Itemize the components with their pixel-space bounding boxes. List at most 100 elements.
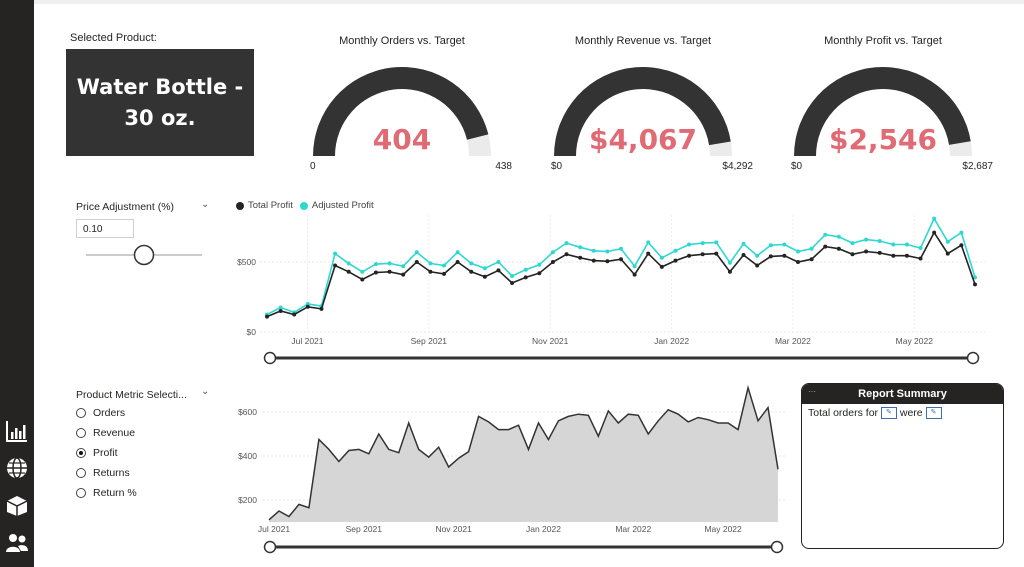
metric-option[interactable]: Returns	[76, 467, 130, 479]
data-point	[904, 253, 909, 258]
drag-handle[interactable]: ⋯	[808, 387, 817, 396]
x-tick-label: Jan 2022	[526, 524, 561, 534]
x-tick-label: Nov 2021	[532, 336, 569, 346]
data-point	[632, 264, 637, 269]
metric-option[interactable]: Revenue	[76, 427, 135, 439]
radio-button[interactable]	[76, 468, 86, 478]
report-text: Total orders for ✎ were ✎	[802, 404, 1003, 422]
metric-option[interactable]: Orders	[76, 407, 125, 419]
data-point	[387, 261, 392, 266]
data-point	[918, 246, 923, 250]
data-point	[455, 260, 460, 264]
data-point	[414, 260, 419, 264]
data-point	[646, 240, 651, 245]
data-point	[714, 251, 719, 256]
data-point	[605, 249, 610, 254]
x-tick-label: May 2022	[704, 524, 742, 534]
radio-button[interactable]	[76, 488, 86, 498]
legend-swatch	[236, 201, 244, 210]
data-point	[659, 264, 664, 269]
data-point	[823, 244, 828, 249]
data-point	[469, 261, 474, 266]
data-point	[850, 241, 855, 246]
top-divider	[34, 0, 1024, 4]
data-point	[387, 269, 392, 274]
data-point	[442, 263, 446, 268]
range-slider-handle-right[interactable]	[966, 351, 980, 365]
gauge-title: Monthly Orders vs. Target	[339, 35, 465, 47]
gauge-value: 404	[373, 123, 431, 156]
x-tick-label: Sep 2021	[411, 336, 448, 346]
chevron-down-icon[interactable]: ⌄	[201, 386, 210, 397]
series-line	[266, 231, 976, 318]
gauge-title: Monthly Profit vs. Target	[824, 35, 942, 47]
data-point	[877, 250, 882, 255]
data-point	[891, 253, 896, 258]
metric-option[interactable]: Profit	[76, 447, 118, 459]
data-point	[619, 246, 623, 251]
data-point	[864, 249, 869, 254]
data-point	[401, 272, 406, 277]
box-icon[interactable]	[4, 492, 30, 518]
range-slider-handle-right[interactable]	[770, 540, 784, 554]
data-point	[428, 269, 433, 274]
metric-option[interactable]: Return %	[76, 487, 137, 499]
data-point	[809, 257, 814, 262]
data-point	[305, 304, 310, 309]
legend-swatch	[299, 201, 308, 210]
data-point	[687, 242, 692, 247]
data-point	[482, 266, 487, 271]
data-point	[918, 256, 923, 261]
data-point	[714, 240, 719, 245]
price-adjustment-input[interactable]: 0.10	[76, 219, 134, 238]
metric-selection-title: Product Metric Selecti...	[76, 389, 187, 401]
x-tick-label: Jul 2021	[258, 524, 290, 534]
data-point	[346, 261, 351, 266]
data-point	[945, 239, 950, 244]
data-point	[768, 243, 773, 248]
price-slider[interactable]	[76, 244, 206, 266]
slider-handle[interactable]	[133, 244, 155, 266]
data-point	[455, 250, 460, 255]
placeholder-icon[interactable]: ✎	[925, 407, 942, 420]
product-name: Water Bottle - 30 oz.	[76, 74, 244, 130]
gauge-title: Monthly Revenue vs. Target	[574, 35, 712, 47]
data-point	[945, 251, 950, 256]
data-point	[564, 241, 569, 246]
report-summary-card: Report Summary ⋯ Total orders for ✎ were…	[801, 383, 1004, 549]
radio-button[interactable]	[76, 428, 86, 438]
data-point	[278, 305, 283, 310]
area-fill	[269, 387, 778, 522]
data-point	[510, 281, 515, 285]
data-point	[727, 260, 732, 265]
data-point	[292, 312, 297, 317]
data-point	[360, 277, 365, 282]
data-point	[700, 252, 705, 257]
radio-button[interactable]	[76, 408, 86, 418]
legend-total-profit: Total Profit	[248, 200, 293, 211]
range-slider-handle-left[interactable]	[263, 351, 277, 365]
metric-option-label: Orders	[93, 407, 126, 419]
data-point	[823, 232, 828, 237]
data-point	[523, 275, 528, 280]
gauge-max: 438	[495, 161, 512, 172]
range-slider-handle-left[interactable]	[263, 540, 277, 554]
data-point	[768, 254, 773, 259]
bar-chart-icon[interactable]	[4, 418, 30, 444]
data-point	[809, 246, 814, 251]
data-point	[877, 239, 882, 243]
gauge-value: $4,067	[589, 123, 697, 156]
data-point	[741, 241, 746, 246]
gauge: $4,067	[554, 67, 732, 156]
placeholder-icon[interactable]: ✎	[880, 407, 897, 420]
gauge-min: 0	[310, 161, 316, 172]
data-point	[727, 269, 732, 274]
globe-icon[interactable]	[4, 455, 30, 481]
metric-option-label: Revenue	[93, 427, 136, 439]
gauge-max: $4,292	[722, 161, 753, 172]
chevron-down-icon[interactable]: ⌄	[201, 199, 210, 210]
data-point	[973, 275, 977, 280]
users-icon[interactable]	[4, 530, 30, 556]
report-text-a: Total orders for	[808, 407, 879, 419]
radio-button[interactable]	[76, 448, 86, 458]
